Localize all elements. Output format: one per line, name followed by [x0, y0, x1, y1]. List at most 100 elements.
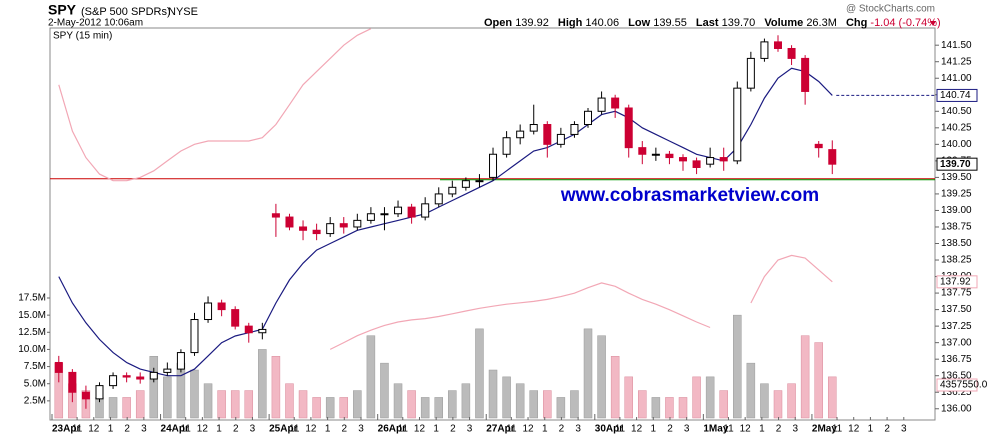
candle-body [244, 325, 253, 334]
y2-tick-label: 7.5M [24, 361, 46, 372]
y2-tick-label: 17.5M [18, 293, 46, 304]
candle-body [706, 157, 715, 165]
volume-bar [488, 369, 498, 419]
volume-ma-tag-box [936, 378, 978, 392]
x-tick-label: 1 [216, 424, 222, 435]
x-tick-label: 2 [559, 424, 565, 435]
candle-body [122, 375, 131, 378]
candle-body [489, 153, 498, 178]
volume-bar [692, 376, 701, 419]
y-tick-label: 141.00 [941, 73, 972, 84]
candle-body [665, 153, 674, 159]
x-tick-label: 12 [522, 424, 534, 435]
x-tick-label: 2 [233, 424, 239, 435]
candle-body [353, 219, 362, 228]
candle-body [299, 226, 308, 231]
y-tick-label: 137.75 [941, 288, 972, 299]
x-tick-label: 12 [740, 424, 752, 435]
x-tick-label: 1 [433, 424, 439, 435]
candle-body [597, 97, 606, 112]
ma-line [58, 67, 833, 377]
x-tick-label: 1May [703, 424, 728, 435]
x-tick-label: 2May [812, 424, 837, 435]
candle-body [801, 57, 810, 92]
security-name: (S&P 500 SPDRs) [81, 6, 171, 18]
x-tick-label: 3 [467, 424, 473, 435]
volume-bar [353, 390, 362, 419]
y-tick-label: 136.00 [941, 403, 972, 414]
ma-short-tag-box [936, 88, 978, 102]
volume-bar [244, 390, 254, 419]
x-tick-label: 11 [615, 424, 626, 435]
x-tick-label: 30Apr [595, 424, 623, 435]
candle-body [394, 206, 403, 215]
y2-tick-label: 12.5M [18, 327, 46, 338]
volume-bar [597, 335, 606, 419]
x-tick-label: 12 [414, 424, 426, 435]
x-tick-label: 1 [325, 424, 331, 435]
quote-label: Low [628, 17, 650, 29]
candle-body [529, 124, 538, 132]
candle-body [136, 376, 145, 380]
volume-bar [135, 390, 145, 419]
y-tick-label: 136.50 [941, 370, 972, 381]
volume-bar [515, 383, 525, 419]
quote-label: High [558, 17, 583, 29]
volume-bar [705, 376, 715, 419]
candle-body [312, 229, 321, 235]
candle-body [502, 137, 511, 155]
y-tick-label: 140.50 [941, 106, 972, 117]
x-tick-label: 2 [124, 424, 130, 435]
x-tick-label: 11 [506, 424, 517, 435]
volume-bar [502, 376, 511, 419]
candle-body [516, 130, 525, 139]
volume-bar [719, 390, 728, 419]
candle-body [258, 328, 267, 334]
volume-bar [733, 314, 742, 419]
y-tick-label: 136.25 [941, 387, 972, 398]
x-tick-label: 3 [901, 424, 907, 435]
volume-bar [610, 356, 620, 419]
volume-bar [108, 397, 118, 419]
candle-body [421, 203, 430, 218]
volume-bar [149, 356, 159, 419]
quote-label: Open [484, 17, 512, 29]
x-tick-label: 11 [723, 424, 734, 435]
x-tick-label: 12 [197, 424, 209, 435]
volume-bar [543, 390, 552, 419]
plot-area [49, 27, 936, 421]
ma-long-tag-box [936, 275, 978, 289]
candle-body [217, 302, 226, 311]
volume-bar [230, 390, 240, 419]
symbol: SPY [48, 2, 77, 18]
volume-bar [678, 397, 688, 419]
x-tick-label: 3 [792, 424, 798, 435]
x-tick-label: 11 [289, 424, 300, 435]
candle-body [787, 47, 796, 59]
x-tick-label: 3 [250, 424, 256, 435]
candle-body [95, 385, 104, 400]
close-tag-box [936, 157, 978, 171]
volume-bar [529, 390, 538, 419]
volume-bar [787, 383, 796, 419]
ma-line [58, 28, 833, 304]
x-tick-label: 11 [398, 424, 409, 435]
y-tick-label: 137.25 [941, 321, 972, 332]
x-tick-label: 3 [575, 424, 581, 435]
y-tick-label: 136.75 [941, 354, 972, 365]
candle-body [679, 157, 688, 162]
candle-body [611, 97, 620, 109]
x-tick-label: 11 [180, 424, 191, 435]
x-tick-label: 1 [759, 424, 765, 435]
volume-bar [122, 397, 131, 419]
candle-body [434, 193, 443, 205]
y-tick-label: 139.00 [941, 205, 972, 216]
quote-value: 139.92 [515, 17, 549, 29]
volume-bar [380, 362, 389, 419]
x-tick-label: 1 [868, 424, 874, 435]
x-tick-label: 2 [884, 424, 890, 435]
volume-bar [570, 390, 579, 419]
volume-bar [556, 397, 566, 419]
ma-short-tag: 140.74 [940, 90, 971, 101]
